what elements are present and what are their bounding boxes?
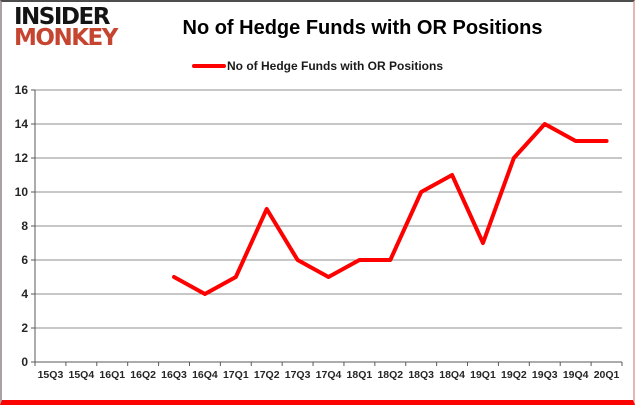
x-tick-label: 19Q4 — [563, 369, 589, 381]
line-chart-plot-area: 0 2 4 6 8 10 12 14 16 15Q3 15Q4 16Q1 16Q2 16Q3 16Q4 17Q… — [15, 83, 623, 381]
x-tick-label: 19Q1 — [470, 369, 496, 381]
x-tick-label: 18Q2 — [377, 369, 403, 381]
y-tick-label: 2 — [21, 321, 28, 335]
y-tick-label: 14 — [15, 117, 29, 131]
chart-title: No of Hedge Funds with OR Positions — [182, 17, 543, 39]
x-tick-label: 19Q3 — [532, 369, 558, 381]
legend-label: No of Hedge Funds with OR Positions — [227, 59, 443, 73]
legend: No of Hedge Funds with OR Positions — [2, 59, 633, 73]
x-tick-label: 17Q1 — [223, 369, 249, 381]
x-tick-label: 16Q3 — [161, 369, 187, 381]
x-tick-label: 16Q1 — [99, 369, 125, 381]
y-tick-label: 12 — [15, 151, 29, 165]
x-tick-label: 18Q3 — [408, 369, 434, 381]
x-tick-label: 20Q1 — [594, 369, 620, 381]
y-tick-label: 0 — [21, 355, 28, 369]
y-tick-label: 6 — [21, 253, 28, 267]
logo-text-monkey: MONKEY — [14, 25, 118, 51]
x-tick-label: 15Q3 — [38, 369, 64, 381]
y-tick-label: 16 — [15, 83, 29, 97]
x-tick-label: 18Q1 — [347, 369, 373, 381]
x-tick-label: 17Q2 — [254, 369, 280, 381]
x-tick-label: 15Q4 — [68, 369, 94, 381]
x-tick-label: 17Q3 — [285, 369, 311, 381]
series-line — [172, 122, 609, 296]
legend-line-swatch — [192, 63, 226, 69]
logo-text-insider: INSIDER — [14, 4, 110, 30]
x-tick-label: 17Q4 — [316, 369, 342, 381]
insider-monkey-logo: INSIDER MONKEY — [14, 4, 118, 51]
x-tick-label: 16Q2 — [130, 369, 156, 381]
x-tick-label: 16Q4 — [192, 369, 218, 381]
y-tick-label: 8 — [21, 219, 28, 233]
y-tick-label: 4 — [21, 287, 28, 301]
x-tick-label: 18Q4 — [439, 369, 465, 381]
y-tick-label: 10 — [15, 185, 29, 199]
x-tick-label: 19Q2 — [501, 369, 527, 381]
